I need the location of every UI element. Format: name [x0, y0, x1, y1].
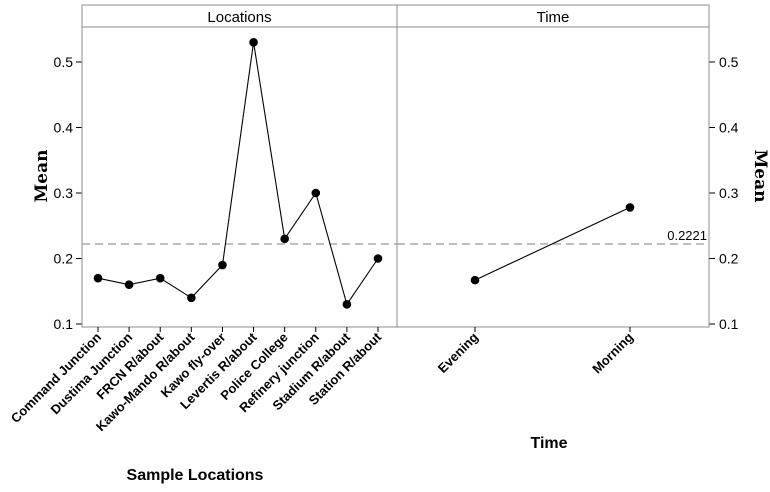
data-point-locations — [249, 38, 258, 47]
y-tick-label-left: 0.5 — [54, 54, 74, 70]
data-point-time — [470, 275, 480, 285]
data-point-time — [625, 203, 635, 212]
reference-line-label: 0.2221 — [667, 228, 707, 243]
panel-strip-title-time: Time — [537, 9, 570, 26]
y-tick-label-right: 0.5 — [719, 54, 739, 70]
y-tick-label-left: 0.3 — [54, 185, 74, 201]
data-point-locations — [124, 280, 134, 290]
data-point-locations — [311, 188, 321, 198]
y-tick-label-left: 0.1 — [54, 316, 74, 332]
y-axis-title-left: Mean — [32, 149, 52, 202]
series-line-locations — [97, 42, 379, 306]
data-point-locations — [342, 300, 352, 309]
x-axis-title-locations: Sample Locations — [127, 467, 264, 484]
panel-frame-time — [396, 26, 710, 328]
data-point-locations — [93, 273, 103, 283]
data-point-locations — [280, 234, 289, 244]
y-tick-label-left: 0.4 — [54, 120, 74, 136]
x-tick-label-time: Evening — [435, 329, 481, 375]
y-tick-label-left: 0.2 — [54, 251, 74, 267]
data-point-locations — [218, 260, 227, 270]
series-line-time — [474, 206, 631, 281]
data-point-locations — [155, 273, 165, 283]
data-point-locations — [187, 293, 196, 303]
y-tick-label-right: 0.4 — [719, 120, 739, 136]
y-axis-title-right: Mean — [750, 149, 770, 202]
y-tick-label-right: 0.2 — [719, 251, 739, 267]
data-point-locations — [373, 254, 383, 263]
y-tick-label-right: 0.1 — [719, 316, 739, 332]
y-tick-label-right: 0.3 — [719, 185, 739, 201]
panel-strip-title-locations: Locations — [207, 9, 271, 26]
x-tick-label-time: Morning — [589, 329, 636, 376]
x-axis-title-time: Time — [530, 435, 567, 452]
